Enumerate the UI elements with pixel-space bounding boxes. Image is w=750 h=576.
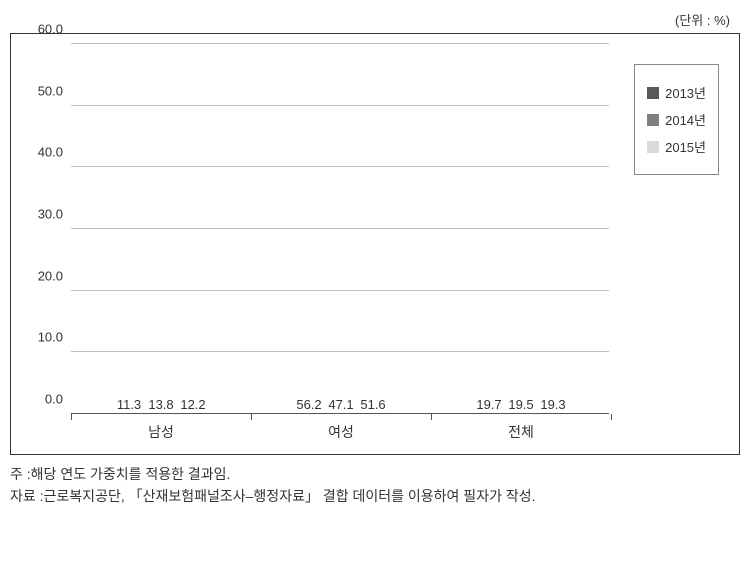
legend-swatch [647, 114, 659, 126]
legend-label: 2013년 [665, 83, 706, 102]
x-tick [431, 414, 432, 420]
y-tick-label: 60.0 [38, 22, 63, 37]
bar-value-label: 12.2 [180, 397, 205, 412]
legend-swatch [647, 87, 659, 99]
gridline [71, 228, 609, 229]
legend-label: 2014년 [665, 110, 706, 129]
y-tick-label: 50.0 [38, 83, 63, 98]
y-tick-label: 0.0 [45, 392, 63, 407]
footnote-key: 자료 : [10, 485, 44, 507]
gridline [71, 290, 609, 291]
footnotes: 주 : 해당 연도 가중치를 적용한 결과임. 자료 : 근로복지공단, 「산재… [10, 463, 740, 508]
gridline [71, 105, 609, 106]
y-tick-label: 40.0 [38, 145, 63, 160]
y-tick-label: 20.0 [38, 268, 63, 283]
legend-swatch [647, 141, 659, 153]
x-axis-line [71, 413, 609, 414]
x-tick [611, 414, 612, 420]
footnote-row: 자료 : 근로복지공단, 「산재보험패널조사–행정자료」 결합 데이터를 이용하… [10, 485, 740, 507]
unit-label: (단위 : %) [10, 10, 740, 29]
category-label: 여성 [328, 422, 354, 442]
legend-item: 2013년 [647, 83, 706, 102]
legend-label: 2015년 [665, 137, 706, 156]
bar-value-label: 11.3 [117, 397, 141, 412]
gridline [71, 43, 609, 44]
chart-box: 0.010.020.030.040.050.060.011.313.812.2남… [10, 33, 740, 455]
bar-value-label: 19.5 [508, 397, 533, 412]
legend: 2013년 2014년 2015년 [634, 64, 719, 175]
bar-value-label: 19.7 [476, 397, 501, 412]
y-tick-label: 10.0 [38, 330, 63, 345]
bar-value-label: 47.1 [328, 397, 353, 412]
bar-value-label: 51.6 [360, 397, 385, 412]
footnote-value: 근로복지공단, 「산재보험패널조사–행정자료」 결합 데이터를 이용하여 필자가… [44, 485, 740, 507]
plot-area: 0.010.020.030.040.050.060.011.313.812.2남… [71, 44, 609, 414]
x-tick [251, 414, 252, 420]
chart-wrapper: (단위 : %) 0.0 10.0 20.0 30.0 40.0 50.0 60.0 11.3… [10, 10, 740, 508]
footnote-value: 해당 연도 가중치를 적용한 결과임. [31, 463, 740, 485]
y-tick-label: 30.0 [38, 207, 63, 222]
bar-value-label: 13.8 [148, 397, 173, 412]
bar-value-label: 19.3 [540, 397, 565, 412]
legend-item: 2014년 [647, 110, 706, 129]
legend-item: 2015년 [647, 137, 706, 156]
footnote-key: 주 : [10, 463, 31, 485]
category-label: 전체 [508, 422, 534, 442]
gridline [71, 166, 609, 167]
bar-value-label: 56.2 [296, 397, 321, 412]
x-tick [71, 414, 72, 420]
footnote-row: 주 : 해당 연도 가중치를 적용한 결과임. [10, 463, 740, 485]
gridline [71, 351, 609, 352]
category-label: 남성 [148, 422, 174, 442]
